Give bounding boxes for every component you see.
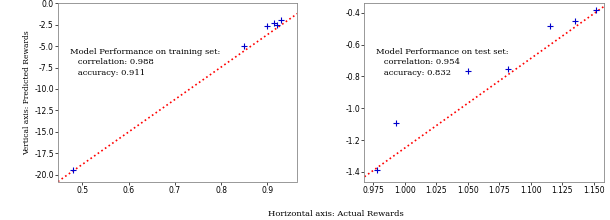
Point (372, 168, 382, 171)
Point (592, 9, 601, 12)
Point (391, 121, 401, 124)
Text: Model Performance on training set:
   correlation: 0.988
   accuracy: 0.911: Model Performance on training set: corre… (70, 48, 220, 77)
Point (262, 24, 272, 27)
Text: Horizontal axis: Actual Rewards: Horizontal axis: Actual Rewards (268, 210, 403, 218)
Point (545, 24, 554, 27)
Point (270, 21, 279, 25)
Y-axis label: Vertical axis: Predicted Rewards: Vertical axis: Predicted Rewards (23, 30, 31, 155)
Point (570, 19, 580, 23)
Point (68, 169, 78, 172)
Point (271, 23, 281, 26)
Point (239, 44, 249, 48)
Text: Model Performance on test set:
   correlation: 0.954
   accuracy: 0.832: Model Performance on test set: correlati… (376, 48, 509, 77)
Point (503, 68, 513, 71)
Point (463, 69, 473, 73)
Point (276, 19, 286, 22)
